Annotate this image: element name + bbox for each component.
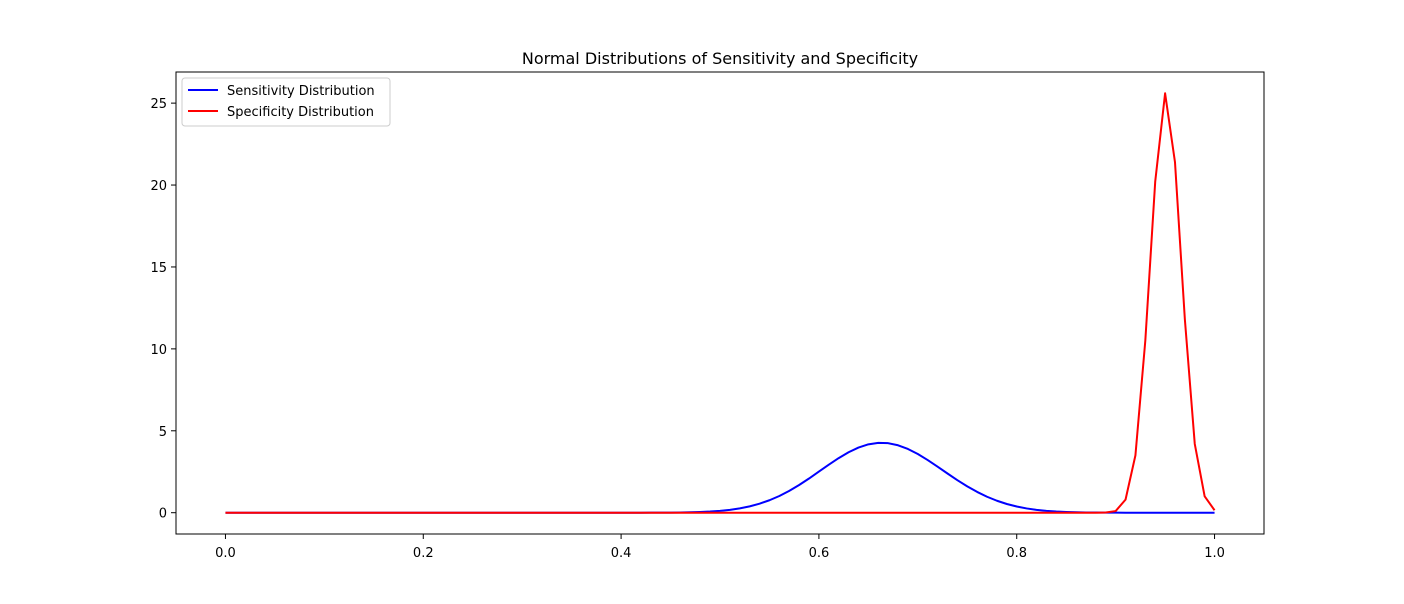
- y-tick-label: 5: [159, 425, 167, 440]
- x-tick-label: 0.8: [1006, 546, 1027, 561]
- chart-title: Normal Distributions of Sensitivity and …: [522, 49, 918, 68]
- y-tick-label: 0: [159, 507, 167, 522]
- legend-label-sensitivity: Sensitivity Distribution: [227, 84, 375, 99]
- x-tick-label: 0.4: [611, 546, 632, 561]
- y-tick-label: 15: [150, 261, 167, 276]
- x-tick-label: 0.2: [413, 546, 434, 561]
- y-axis: 0 5 10 15 20 25: [150, 97, 176, 522]
- x-tick-label: 0.0: [215, 546, 236, 561]
- y-tick-label: 10: [150, 343, 167, 358]
- x-axis: 0.0 0.2 0.4 0.6 0.8 1.0: [215, 534, 1225, 561]
- legend-label-specificity: Specificity Distribution: [227, 105, 374, 120]
- series-group: [225, 92, 1216, 514]
- y-tick-label: 25: [150, 97, 167, 112]
- legend-box: [181, 77, 391, 127]
- plot-frame: [175, 71, 1265, 535]
- y-tick-label: 20: [150, 179, 167, 194]
- series-line-specificity-distribution: [225, 92, 1216, 514]
- x-tick-label: 1.0: [1204, 546, 1225, 561]
- x-tick-label: 0.6: [809, 546, 830, 561]
- legend: Sensitivity Distribution Specificity Dis…: [181, 77, 391, 127]
